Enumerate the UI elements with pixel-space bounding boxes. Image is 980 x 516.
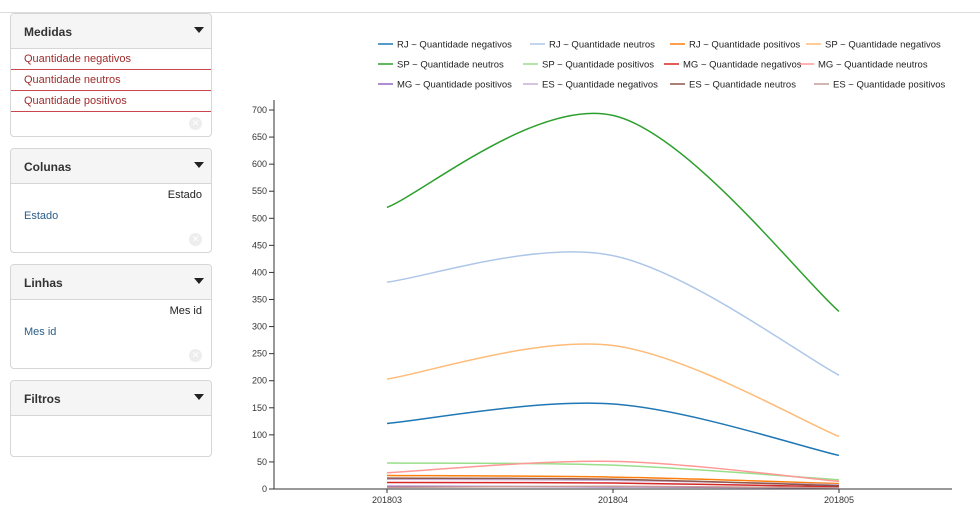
legend-label: MG ~ Quantidade positivos <box>397 80 512 91</box>
y-tick-label: 200 <box>252 376 267 386</box>
top-divider <box>0 12 980 13</box>
legend-label: MG ~ Quantidade neutros <box>818 60 928 71</box>
y-tick-label: 450 <box>252 240 267 250</box>
y-tick-label: 250 <box>252 349 267 359</box>
panel-colunas-header[interactable]: Colunas <box>11 149 211 184</box>
y-tick-label: 500 <box>252 213 267 223</box>
y-tick-label: 300 <box>252 322 267 332</box>
series-line <box>386 251 840 376</box>
series-line <box>386 477 840 487</box>
y-tick-label: 150 <box>252 403 267 413</box>
panel-filtros-title: Filtros <box>24 392 61 406</box>
panel-medidas-title: Medidas <box>24 25 73 39</box>
caret-down-icon[interactable] <box>194 394 204 400</box>
legend-label: ES ~ Quantidade positivos <box>833 80 945 91</box>
legend-label: RJ ~ Quantidade positivos <box>689 40 800 51</box>
x-tick-label: 201803 <box>372 495 402 505</box>
legend-label: RJ ~ Quantidade neutros <box>549 40 655 51</box>
panel-linhas-header[interactable]: Linhas <box>11 265 211 300</box>
series-line <box>386 460 840 483</box>
pivot-sidebar: Medidas Quantidade negativos Quantidade … <box>10 13 212 468</box>
legend-label: RJ ~ Quantidade negativos <box>397 40 512 51</box>
legend-label: MG ~ Quantidade negativos <box>683 60 802 71</box>
y-tick-label: 400 <box>252 267 267 277</box>
panel-colunas-title: Colunas <box>24 160 72 174</box>
panel-filtros-header[interactable]: Filtros <box>11 381 211 416</box>
y-tick-label: 600 <box>252 159 267 169</box>
panel-linhas: Linhas Mes id Mes id ✕ <box>10 264 212 369</box>
caret-down-icon[interactable] <box>194 162 204 168</box>
panel-linhas-body: Mes id Mes id ✕ <box>11 300 211 368</box>
y-tick-label: 50 <box>257 457 267 467</box>
series-line <box>386 485 840 489</box>
clear-icon[interactable]: ✕ <box>189 349 202 362</box>
panel-linhas-title: Linhas <box>24 276 63 290</box>
series-line <box>386 481 840 488</box>
legend-label: ES ~ Quantidade negativos <box>542 80 658 91</box>
panel-colunas: Colunas Estado Estado ✕ <box>10 148 212 253</box>
measure-item-neutros[interactable]: Quantidade neutros <box>11 70 211 91</box>
linhas-field-label: Mes id <box>169 305 202 317</box>
colunas-field-item[interactable]: Estado <box>24 210 59 222</box>
series-line <box>386 112 840 312</box>
clear-icon[interactable]: ✕ <box>189 233 202 246</box>
panel-medidas-header[interactable]: Medidas <box>11 14 211 49</box>
caret-down-icon[interactable] <box>194 278 204 284</box>
panel-colunas-body: Estado Estado ✕ <box>11 184 211 252</box>
line-chart: RJ ~ Quantidade negativos RJ ~ Quantidade… <box>252 40 952 505</box>
legend-label: ES ~ Quantidade neutros <box>689 80 796 91</box>
x-tick-label: 201805 <box>824 495 854 505</box>
panel-filtros: Filtros <box>10 380 212 457</box>
chart-area: RJ ~ Quantidade negativos RJ ~ Quantidade… <box>232 30 980 511</box>
y-tick-label: 350 <box>252 295 267 305</box>
x-tick-label: 201804 <box>598 495 628 505</box>
measure-item-positivos[interactable]: Quantidade positivos <box>11 91 211 112</box>
y-tick-label: 650 <box>252 132 267 142</box>
series-line <box>386 474 840 485</box>
caret-down-icon[interactable] <box>194 27 204 33</box>
y-tick-label: 0 <box>262 484 267 494</box>
y-tick-label: 700 <box>252 105 267 115</box>
panel-medidas-body: Quantidade negativos Quantidade neutros … <box>11 49 211 136</box>
series-line <box>386 343 840 438</box>
panel-medidas: Medidas Quantidade negativos Quantidade … <box>10 13 212 137</box>
y-tick-label: 100 <box>252 430 267 440</box>
panel-filtros-body <box>11 416 211 456</box>
legend-label: SP ~ Quantidade positivos <box>542 60 654 71</box>
linhas-field-item[interactable]: Mes id <box>24 326 57 338</box>
y-tick-label: 550 <box>252 186 267 196</box>
series-line <box>386 402 840 457</box>
colunas-field-label: Estado <box>167 189 202 201</box>
legend-label: SP ~ Quantidade neutros <box>397 60 504 71</box>
measure-item-negativos[interactable]: Quantidade negativos <box>11 49 211 70</box>
clear-icon[interactable]: ✕ <box>189 117 202 130</box>
legend-label: SP ~ Quantidade negativos <box>825 40 941 51</box>
